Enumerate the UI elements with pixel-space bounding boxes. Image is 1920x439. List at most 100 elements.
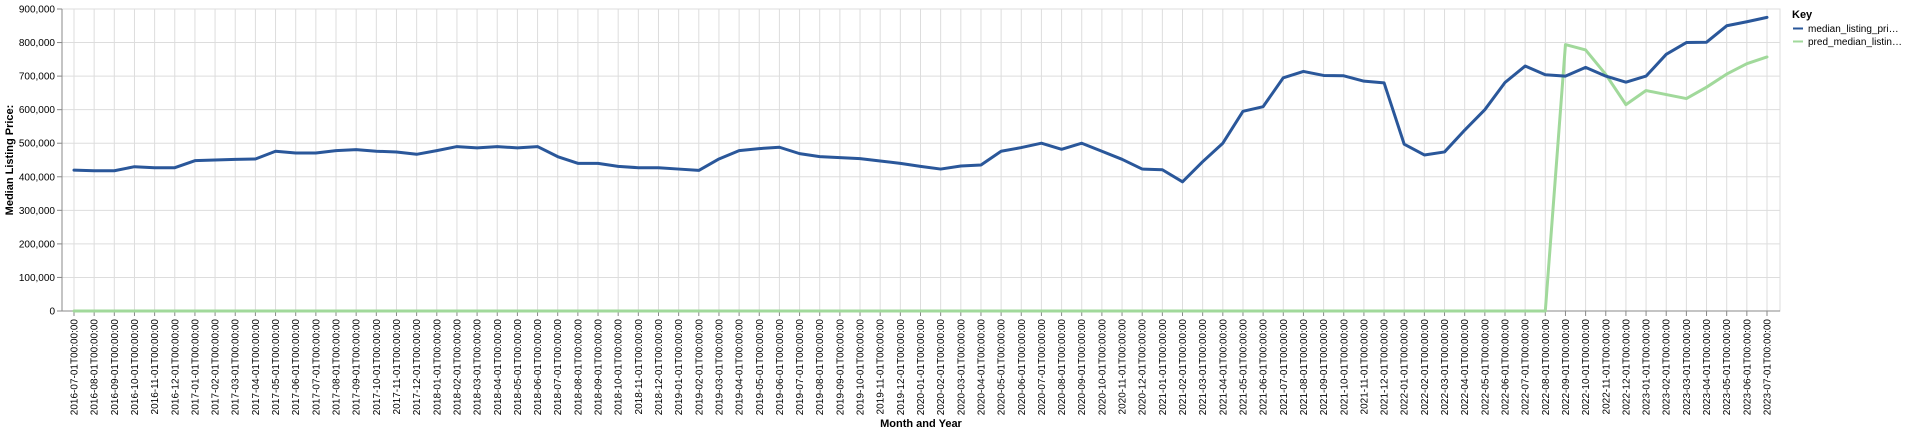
x-tick-label: 2017-09-01T00:00:00 [352, 319, 363, 416]
x-tick-label: 2018-05-01T00:00:00 [513, 319, 524, 416]
x-tick-label: 2019-05-01T00:00:00 [755, 319, 766, 416]
x-tick-label: 2017-05-01T00:00:00 [271, 319, 282, 416]
y-tick-label: 900,000 [19, 5, 56, 16]
legend-label: median_listing_pri… [1808, 24, 1899, 35]
x-tick-label: 2019-11-01T00:00:00 [876, 319, 887, 415]
x-tick-label: 2020-06-01T00:00:00 [1017, 319, 1028, 416]
x-tick-label: 2016-09-01T00:00:00 [110, 319, 121, 416]
x-tick-label: 2022-12-01T00:00:00 [1621, 319, 1632, 416]
x-tick-label: 2022-11-01T00:00:00 [1601, 319, 1612, 415]
x-tick-label: 2017-03-01T00:00:00 [231, 319, 242, 416]
x-tick-label: 2021-04-01T00:00:00 [1218, 319, 1229, 416]
x-tick-label: 2023-05-01T00:00:00 [1722, 319, 1733, 416]
x-tick-label: 2017-07-01T00:00:00 [311, 319, 322, 416]
x-tick-label: 2020-07-01T00:00:00 [1037, 319, 1048, 416]
y-tick-label: 200,000 [19, 239, 56, 250]
x-tick-label: 2022-05-01T00:00:00 [1480, 319, 1491, 416]
x-tick-label: 2020-04-01T00:00:00 [976, 319, 987, 416]
x-tick-label: 2022-06-01T00:00:00 [1500, 319, 1511, 416]
legend-title: Key [1792, 9, 1813, 21]
x-tick-label: 2018-10-01T00:00:00 [614, 319, 625, 416]
x-tick-label: 2021-07-01T00:00:00 [1279, 319, 1290, 416]
x-tick-label: 2017-02-01T00:00:00 [211, 319, 222, 416]
x-tick-label: 2022-03-01T00:00:00 [1440, 319, 1451, 416]
x-tick-label: 2019-09-01T00:00:00 [835, 319, 846, 416]
x-tick-label: 2022-10-01T00:00:00 [1581, 319, 1592, 416]
y-tick-label: 800,000 [19, 38, 56, 49]
series-line-0 [72, 15, 1769, 184]
y-tick-label: 500,000 [19, 139, 56, 150]
x-tick-label: 2020-02-01T00:00:00 [936, 319, 947, 416]
x-tick-label: 2019-03-01T00:00:00 [714, 319, 725, 416]
grid-layer [61, 8, 1781, 312]
x-tick-label: 2022-04-01T00:00:00 [1460, 319, 1471, 416]
x-tick-label: 2016-07-01T00:00:00 [70, 319, 81, 416]
x-tick-label: 2018-08-01T00:00:00 [573, 319, 584, 416]
x-tick-label: 2017-06-01T00:00:00 [291, 319, 302, 416]
x-tick-label: 2022-07-01T00:00:00 [1521, 319, 1532, 416]
x-tick-label: 2021-01-01T00:00:00 [1158, 319, 1169, 416]
x-tick-label: 2021-05-01T00:00:00 [1238, 319, 1249, 416]
y-tick-label: 400,000 [19, 172, 56, 183]
y-axis-title: Median Listing Price: [4, 105, 16, 216]
x-tick-label: 2020-03-01T00:00:00 [956, 319, 967, 416]
x-tick-label: 2020-09-01T00:00:00 [1077, 319, 1088, 416]
x-tick-label: 2018-01-01T00:00:00 [432, 319, 443, 416]
x-tick-label: 2019-04-01T00:00:00 [735, 319, 746, 416]
x-tick-label: 2020-01-01T00:00:00 [916, 319, 927, 416]
x-tick-label: 2019-12-01T00:00:00 [896, 319, 907, 416]
x-tick-label: 2022-08-01T00:00:00 [1541, 319, 1552, 416]
x-tick-label: 2018-11-01T00:00:00 [634, 319, 645, 415]
x-tick-label: 2017-12-01T00:00:00 [412, 319, 423, 416]
x-tick-label: 2022-02-01T00:00:00 [1420, 319, 1431, 416]
x-tick-label: 2018-02-01T00:00:00 [452, 319, 463, 416]
x-tick-label: 2020-05-01T00:00:00 [997, 319, 1008, 416]
x-tick-label: 2021-10-01T00:00:00 [1339, 319, 1350, 416]
x-tick-label: 2023-02-01T00:00:00 [1662, 319, 1673, 416]
x-tick-label: 2018-03-01T00:00:00 [473, 319, 484, 416]
x-tick-label: 2021-08-01T00:00:00 [1299, 319, 1310, 416]
y-tick-label: 100,000 [19, 273, 56, 284]
x-tick-label: 2021-06-01T00:00:00 [1259, 319, 1270, 416]
x-tick-label: 2019-10-01T00:00:00 [856, 319, 867, 416]
x-tick-label: 2017-04-01T00:00:00 [251, 319, 262, 416]
x-tick-label: 2019-01-01T00:00:00 [674, 319, 685, 416]
x-tick-label: 2023-03-01T00:00:00 [1682, 319, 1693, 416]
x-tick-label: 2018-12-01T00:00:00 [654, 319, 665, 416]
x-tick-label: 2020-08-01T00:00:00 [1057, 319, 1068, 416]
legend-label: pred_median_listin… [1808, 37, 1902, 48]
x-tick-label: 2016-11-01T00:00:00 [150, 319, 161, 415]
x-tick-label: 2020-11-01T00:00:00 [1118, 319, 1129, 415]
x-tick-label: 2016-08-01T00:00:00 [90, 319, 101, 416]
x-tick-label: 2019-08-01T00:00:00 [815, 319, 826, 416]
x-tick-label: 2020-10-01T00:00:00 [1097, 319, 1108, 416]
x-tick-label: 2019-02-01T00:00:00 [694, 319, 705, 416]
x-tick-label: 2021-12-01T00:00:00 [1380, 319, 1391, 416]
x-tick-label: 2017-10-01T00:00:00 [372, 319, 383, 416]
x-tick-label: 2023-01-01T00:00:00 [1642, 319, 1653, 416]
x-axis-title: Month and Year [880, 418, 962, 430]
x-tick-label: 2016-10-01T00:00:00 [130, 319, 141, 416]
y-tick-label: 700,000 [19, 72, 56, 83]
legend-items: median_listing_pri… pred_median_listin… [1793, 24, 1902, 48]
x-tick-label: 2017-08-01T00:00:00 [332, 319, 343, 416]
x-tick-label: 2021-09-01T00:00:00 [1319, 319, 1330, 416]
x-tick-label: 2023-06-01T00:00:00 [1742, 319, 1753, 416]
x-tick-label: 2018-06-01T00:00:00 [533, 319, 544, 416]
legend: Key median_listing_pri… pred_median_listi… [1792, 9, 1902, 48]
x-tick-label: 2023-04-01T00:00:00 [1702, 319, 1713, 416]
x-tick-label: 2019-07-01T00:00:00 [795, 319, 806, 416]
x-tick-label: 2018-04-01T00:00:00 [493, 319, 504, 416]
x-tick-label: 2016-12-01T00:00:00 [170, 319, 181, 416]
y-tick-label: 600,000 [19, 105, 56, 116]
x-tick-label: 2018-07-01T00:00:00 [553, 319, 564, 416]
x-tick-label: 2021-11-01T00:00:00 [1359, 319, 1370, 415]
x-tick-label: 2018-09-01T00:00:00 [594, 319, 605, 416]
x-tick-label: 2021-02-01T00:00:00 [1178, 319, 1189, 416]
series-layer [72, 15, 1769, 313]
x-tick-label: 2022-01-01T00:00:00 [1400, 319, 1411, 416]
x-tick-label: 2019-06-01T00:00:00 [775, 319, 786, 416]
series-line-1 [72, 43, 1769, 313]
